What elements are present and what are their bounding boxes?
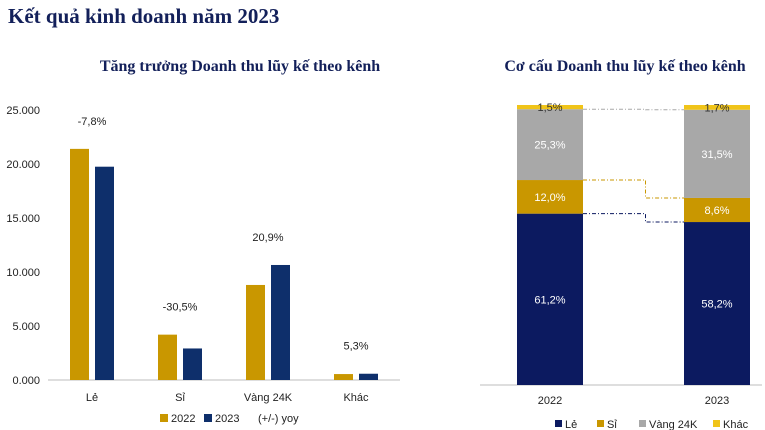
segment-label: 58,2% (701, 299, 732, 311)
legend-note: (+/-) yoy (258, 413, 299, 425)
x-tick-label: 2023 (705, 395, 729, 407)
legend-swatch (555, 420, 562, 427)
legend-swatch (204, 414, 212, 422)
bar-2022 (70, 148, 89, 380)
segment-label: 61,2% (534, 294, 565, 306)
bar-2022 (158, 334, 177, 380)
stack-segment-Khác (684, 105, 750, 110)
segment-label: 1,5% (537, 102, 562, 114)
segment-label: 25,3% (534, 140, 565, 152)
yoy-label: -7,8% (78, 116, 107, 128)
connector-line (583, 108, 684, 111)
bar-2023 (271, 264, 290, 380)
stack-segment-Vàng 24K (684, 109, 750, 198)
connector-line (583, 213, 684, 223)
connector-line (583, 179, 684, 199)
segment-label: 8,6% (704, 205, 729, 217)
y-tick-label: 20.000 (6, 159, 40, 171)
legend-label: 2023 (215, 413, 239, 425)
x-tick-label: 2022 (538, 395, 562, 407)
yoy-label: 5,3% (343, 341, 368, 353)
growth-chart-title: Tăng trưởng Doanh thu lũy kế theo kênh (99, 58, 381, 75)
bar-2023 (95, 166, 114, 380)
legend-label: Lẻ (565, 419, 577, 430)
y-tick-label: 15.000 (6, 213, 40, 225)
page-title: Kết quả kinh doanh năm 2023 (8, 4, 280, 28)
bar-2022 (334, 374, 353, 380)
stack-segment-Vàng 24K (517, 109, 583, 181)
legend-label: Sỉ (607, 419, 617, 430)
y-tick-label: 10.000 (6, 267, 40, 279)
segment-label: 1,7% (704, 102, 729, 114)
legend-label: Khác (723, 419, 749, 430)
bar-2022 (246, 284, 265, 380)
y-tick-label: 5.000 (12, 321, 40, 333)
x-tick-label: Sỉ (175, 392, 185, 404)
segment-label: 31,5% (701, 149, 732, 161)
legend-swatch (160, 414, 168, 422)
stack-segment-Lẻ (684, 222, 750, 385)
stack-segment-Sỉ (684, 197, 750, 223)
yoy-label: 20,9% (252, 232, 283, 244)
legend-swatch (597, 420, 604, 427)
structure-chart-title: Cơ cấu Doanh thu lũy kế theo kênh (504, 58, 746, 75)
x-tick-label: Lẻ (86, 392, 98, 404)
legend-swatch (713, 420, 720, 427)
bar-2023 (183, 348, 202, 380)
segment-label: 12,0% (534, 192, 565, 204)
stack-segment-Khác (517, 105, 583, 110)
y-tick-label: 25.000 (6, 105, 40, 117)
legend-label: Vàng 24K (649, 419, 698, 430)
stack-segment-Sỉ (517, 180, 583, 214)
x-tick-label: Khác (343, 392, 369, 404)
x-tick-label: Vàng 24K (244, 392, 293, 404)
y-tick-label: 0.000 (12, 375, 40, 387)
legend-swatch (639, 420, 646, 427)
yoy-label: -30,5% (163, 302, 198, 314)
legend-label: 2022 (171, 413, 195, 425)
stack-segment-Lẻ (517, 213, 583, 385)
bar-2023 (359, 373, 378, 380)
